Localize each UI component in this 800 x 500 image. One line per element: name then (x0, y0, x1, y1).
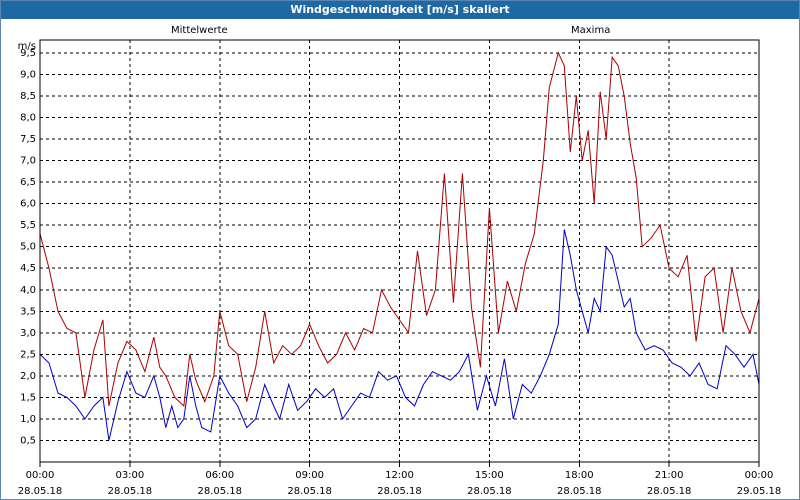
x-tick-date: 28.05.18 (467, 486, 512, 497)
y-tick-label: 2,0 (20, 371, 36, 382)
x-tick-time: 00:00 (26, 470, 55, 481)
y-tick-label: 4,5 (20, 263, 36, 274)
y-axis-label: m/s (18, 41, 36, 52)
plot-frame (39, 39, 760, 463)
y-tick-label: 5,5 (20, 220, 36, 231)
y-tick-label: 3,0 (20, 328, 36, 339)
y-tick-label: 5,0 (20, 242, 36, 253)
x-tick-date: 28.05.18 (108, 486, 153, 497)
x-tick-date: 29.05.18 (737, 486, 782, 497)
y-tick-label: 3,5 (20, 306, 36, 317)
x-tick-time: 00:00 (745, 470, 774, 481)
series-line-maxima (40, 51, 759, 408)
x-tick-time: 03:00 (115, 470, 144, 481)
x-tick-time: 06:00 (205, 470, 234, 481)
legend-mittelwerte: Mittelwerte (171, 25, 228, 36)
y-tick-label: 6,0 (20, 199, 36, 210)
x-tick-date: 28.05.18 (377, 486, 422, 497)
y-tick-label: 1,0 (20, 414, 36, 425)
x-tick-time: 15:00 (475, 470, 504, 481)
x-tick-time: 21:00 (655, 470, 684, 481)
x-tick-time: 18:00 (565, 470, 594, 481)
y-tick-label: 2,5 (20, 349, 36, 360)
x-tick-time: 09:00 (295, 470, 324, 481)
y-tick-label: 7,5 (20, 134, 36, 145)
y-tick-label: 6,5 (20, 177, 36, 188)
legend-maxima: Maxima (571, 25, 611, 36)
y-tick-label: 4,0 (20, 285, 36, 296)
x-tick-date: 28.05.18 (18, 486, 63, 497)
y-tick-label: 8,0 (20, 113, 36, 124)
x-tick-date: 28.05.18 (557, 486, 602, 497)
y-tick-label: 9,5 (20, 48, 36, 59)
x-tick-date: 28.05.18 (197, 486, 242, 497)
y-tick-label: 1,5 (20, 392, 36, 403)
y-tick-label: 0,5 (20, 435, 36, 446)
x-tick-date: 28.05.18 (287, 486, 332, 497)
series-line-mittelwerte (40, 229, 759, 441)
y-tick-label: 7,0 (20, 156, 36, 167)
window-title: Windgeschwindigkeit [m/s] skaliert (1, 1, 799, 19)
y-tick-label: 8,5 (20, 91, 36, 102)
x-tick-date: 28.05.18 (647, 486, 692, 497)
x-tick-time: 12:00 (385, 470, 414, 481)
y-tick-label: 9,0 (20, 69, 36, 80)
